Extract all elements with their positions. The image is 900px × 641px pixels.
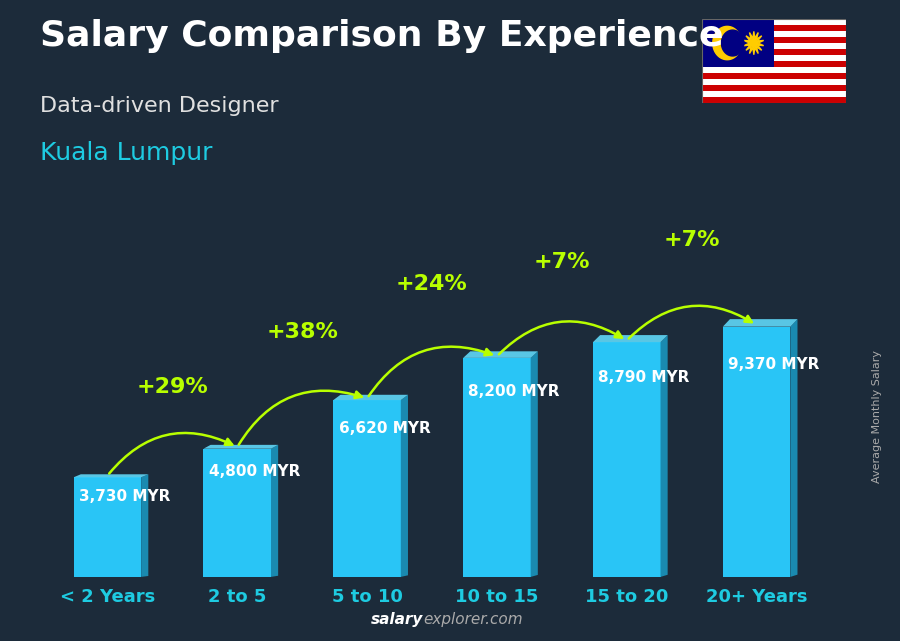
Text: 3,730 MYR: 3,730 MYR — [79, 489, 170, 504]
Polygon shape — [722, 30, 743, 56]
Polygon shape — [203, 449, 271, 577]
Polygon shape — [141, 474, 149, 577]
Polygon shape — [464, 358, 531, 577]
Bar — [702, 19, 846, 25]
Text: 9,370 MYR: 9,370 MYR — [728, 356, 819, 372]
Polygon shape — [333, 395, 408, 400]
Text: 8,790 MYR: 8,790 MYR — [598, 370, 689, 385]
Polygon shape — [713, 26, 742, 60]
Polygon shape — [723, 327, 790, 577]
Bar — [702, 55, 846, 61]
Text: explorer.com: explorer.com — [423, 612, 523, 627]
Bar — [702, 73, 846, 79]
Polygon shape — [464, 351, 538, 358]
Polygon shape — [531, 351, 538, 577]
Bar — [702, 25, 846, 31]
Polygon shape — [271, 445, 278, 577]
Text: +7%: +7% — [663, 229, 720, 250]
Bar — [702, 90, 846, 97]
Text: Average Monthly Salary: Average Monthly Salary — [872, 350, 883, 483]
Bar — [702, 67, 846, 73]
Text: salary: salary — [371, 612, 423, 627]
Polygon shape — [593, 342, 661, 577]
Polygon shape — [400, 395, 408, 577]
Text: +7%: +7% — [534, 252, 590, 272]
Text: Data-driven Designer: Data-driven Designer — [40, 96, 279, 116]
Bar — [702, 79, 846, 85]
Polygon shape — [74, 474, 148, 478]
Polygon shape — [661, 335, 668, 577]
Text: Salary Comparison By Experience: Salary Comparison By Experience — [40, 19, 724, 53]
Bar — [702, 43, 846, 49]
Polygon shape — [744, 31, 764, 54]
Bar — [702, 19, 774, 67]
Bar — [702, 97, 846, 103]
Polygon shape — [74, 478, 141, 577]
Text: +38%: +38% — [266, 322, 338, 342]
Text: +29%: +29% — [137, 378, 208, 397]
Polygon shape — [203, 445, 278, 449]
Polygon shape — [723, 319, 797, 327]
Bar — [702, 37, 846, 43]
Bar — [702, 31, 846, 37]
Bar — [702, 61, 846, 67]
Text: 6,620 MYR: 6,620 MYR — [338, 421, 430, 437]
Polygon shape — [593, 335, 668, 342]
Polygon shape — [333, 400, 400, 577]
Polygon shape — [790, 319, 797, 577]
Text: Kuala Lumpur: Kuala Lumpur — [40, 141, 213, 165]
Text: 8,200 MYR: 8,200 MYR — [468, 384, 560, 399]
Text: +24%: +24% — [396, 274, 468, 294]
Text: 4,800 MYR: 4,800 MYR — [209, 464, 300, 479]
Bar — [702, 49, 846, 55]
Bar — [702, 85, 846, 90]
